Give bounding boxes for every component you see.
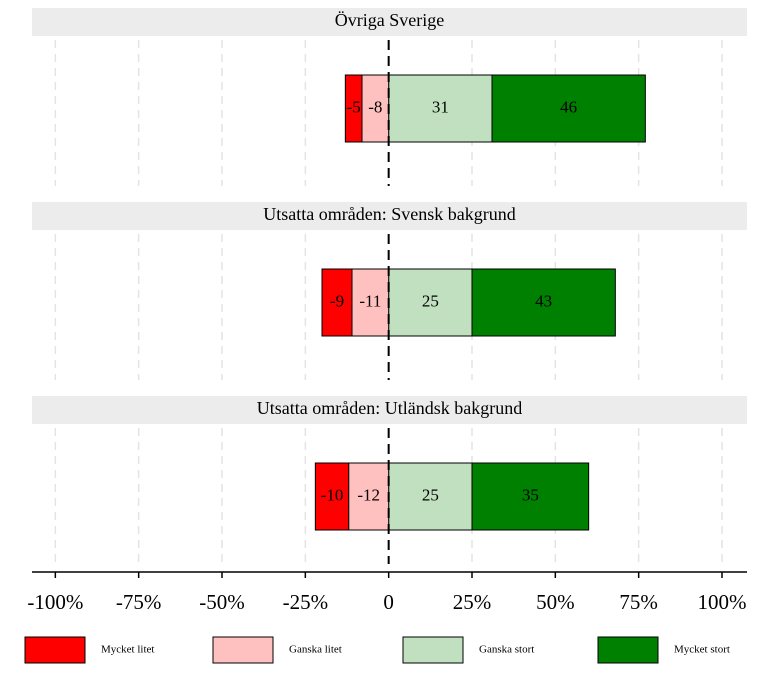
bar-segment — [321, 268, 353, 337]
x-tick-label: 25% — [453, 590, 492, 614]
legend-swatch — [24, 636, 86, 664]
panel-title: Utsatta områden: Svensk bakgrund — [263, 204, 515, 224]
bar-segment — [471, 268, 616, 337]
bar-segment — [388, 462, 473, 531]
x-tick-label: -50% — [199, 590, 245, 614]
x-tick-label: 100% — [698, 590, 747, 614]
legend-label: Mycket stort — [674, 644, 730, 656]
panel-header — [32, 396, 747, 424]
legend-label: Ganska stort — [479, 644, 534, 656]
x-tick-label: -100% — [27, 590, 83, 614]
bar-segment — [314, 462, 350, 531]
data-label: -5 — [347, 97, 361, 116]
x-tick-label: -25% — [283, 590, 329, 614]
data-label: -11 — [359, 291, 381, 310]
data-label: -9 — [330, 291, 344, 310]
data-label: 31 — [432, 97, 449, 116]
data-label: 46 — [560, 97, 577, 116]
panel-header — [32, 8, 747, 36]
legend-label: Ganska litet — [289, 644, 342, 656]
legend-swatch — [402, 636, 464, 664]
data-label: -12 — [357, 485, 380, 504]
data-label: -10 — [321, 485, 344, 504]
legend-swatch — [597, 636, 659, 664]
panel-title: Övriga Sverige — [335, 10, 444, 30]
bar-segment — [388, 268, 473, 337]
bar-segment — [388, 74, 493, 143]
bar-segment — [344, 74, 363, 143]
data-label: -8 — [368, 97, 382, 116]
data-label: 25 — [422, 485, 439, 504]
data-label: 25 — [422, 291, 439, 310]
bar-segment — [351, 268, 390, 337]
x-tick-label: -75% — [116, 590, 162, 614]
x-tick-label: 0 — [383, 590, 394, 614]
legend-label: Mycket litet — [101, 644, 154, 656]
bar-segment — [471, 462, 590, 531]
bar-segment — [491, 74, 646, 143]
panel-header — [32, 202, 747, 230]
x-tick-label: 75% — [619, 590, 658, 614]
data-label: 43 — [535, 291, 552, 310]
legend-swatch — [212, 636, 274, 664]
x-tick-label: 50% — [536, 590, 575, 614]
panel-title: Utsatta områden: Utländsk bakgrund — [257, 398, 522, 418]
data-label: 35 — [522, 485, 539, 504]
